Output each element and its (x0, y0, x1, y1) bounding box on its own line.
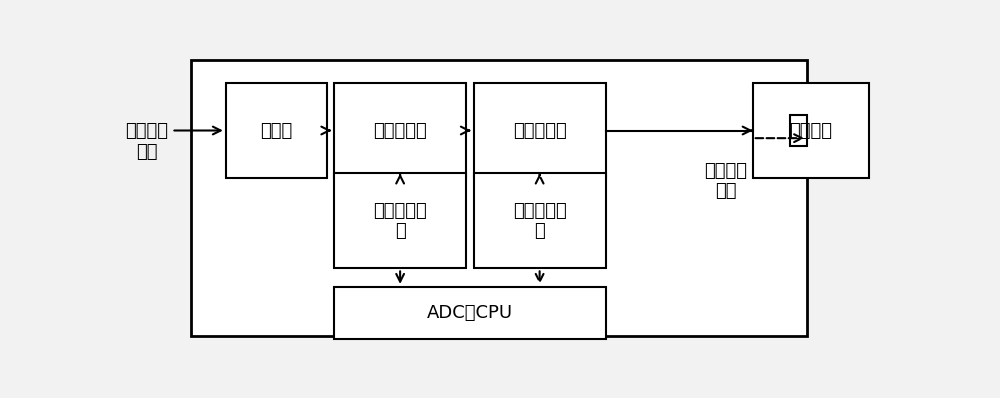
Bar (474, 174, 606, 268)
Bar (334, 174, 466, 268)
Text: ADC和CPU: ADC和CPU (427, 304, 513, 322)
Text: 发射信号
功率: 发射信号 功率 (125, 122, 168, 161)
Text: 后向功率检
测: 后向功率检 测 (513, 201, 566, 240)
Text: 双工器: 双工器 (260, 121, 292, 140)
Text: 前向功率检
测: 前向功率检 测 (373, 201, 427, 240)
Bar (334, 287, 606, 339)
Bar (790, 115, 807, 146)
Text: 后向耦合器: 后向耦合器 (513, 121, 566, 140)
Text: 天线反馈: 天线反馈 (789, 121, 832, 140)
Text: 前向耦合器: 前向耦合器 (373, 121, 427, 140)
Bar (226, 83, 326, 178)
Bar (753, 83, 869, 178)
Text: 天线反馈
功率: 天线反馈 功率 (704, 162, 747, 201)
Bar (474, 83, 606, 178)
Bar (334, 83, 466, 178)
Bar (191, 60, 807, 336)
